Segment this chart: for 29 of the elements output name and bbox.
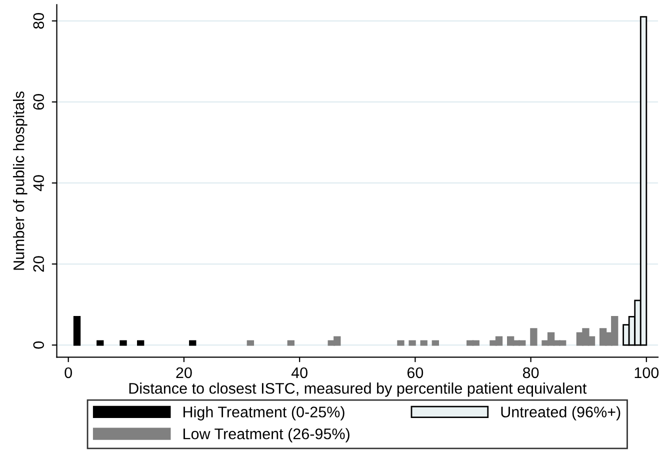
x-tick-label: 40 (291, 367, 308, 378)
x-tick-label: 80 (522, 367, 539, 378)
bar (287, 340, 294, 346)
y-tick-label: 80 (33, 13, 44, 29)
x-tick-label: 60 (407, 367, 424, 378)
bar (397, 340, 404, 346)
bar (189, 340, 196, 346)
x-tick-label: 100 (634, 367, 659, 378)
legend-label: High Treatment (0-25%) (184, 406, 344, 420)
y-tick-label: 20 (33, 256, 44, 272)
bar (120, 340, 127, 346)
bar (96, 340, 104, 346)
bar (73, 316, 81, 346)
bar (506, 336, 514, 346)
bar (432, 340, 440, 346)
y-axis-title: Number of public hospitals (13, 91, 28, 270)
bar (408, 340, 416, 346)
y-tick-label: 40 (33, 175, 44, 192)
x-axis-title: Distance to closest ISTC, measured by percentile patient equivalent (129, 382, 587, 397)
bar (420, 340, 428, 346)
y-tick-label: 60 (33, 94, 44, 110)
legend-label: Untreated (96%+) (501, 406, 620, 420)
x-tick-label: 20 (176, 367, 192, 378)
bar (530, 328, 538, 346)
bar (137, 340, 144, 346)
y-tick-label: 0 (33, 341, 44, 349)
legend-label: Low Treatment (26-95%) (184, 428, 350, 442)
bar (246, 340, 254, 346)
x-tick-label: 0 (64, 367, 72, 378)
